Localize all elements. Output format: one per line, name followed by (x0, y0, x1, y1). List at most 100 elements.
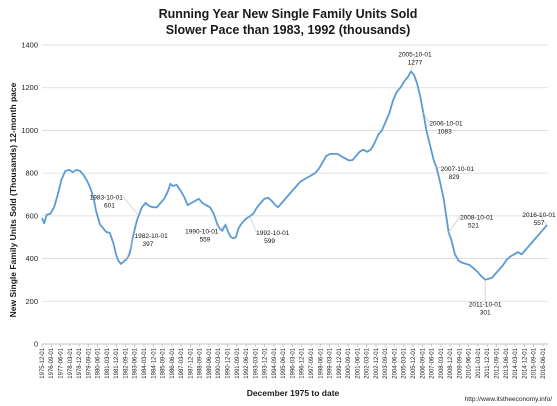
x-tick-label: 2014-12-01 (522, 347, 528, 378)
x-tick-label: 1987-03-01 (179, 347, 185, 378)
x-tick-label: 2006-09-01 (420, 347, 426, 378)
x-tick-label: 1978-12-01 (77, 347, 83, 378)
annotation-value: 1277 (408, 59, 423, 66)
x-tick-label: 2010-06-01 (467, 347, 473, 378)
chart-subtitle: Slower Pace than 1983, 1992 (thousands) (166, 23, 411, 37)
x-tick-label: 2008-03-01 (439, 347, 445, 378)
x-tick-label: 1993-12-01 (263, 347, 269, 378)
x-tick-label: 1991-09-01 (235, 347, 241, 378)
x-tick-label: 1992-06-01 (244, 347, 250, 378)
x-tick-label: 1985-09-01 (161, 347, 167, 378)
x-tick-label: 1988-09-01 (198, 347, 204, 378)
annotation-date: 2005-10-01 (398, 51, 432, 58)
annotation-leader (435, 166, 441, 169)
x-tick-label: 1984-12-01 (151, 347, 157, 378)
y-tick-label: 600 (25, 211, 38, 220)
annotation-value: 601 (104, 203, 115, 210)
x-tick-label: 1987-12-01 (188, 347, 194, 378)
x-tick-label: 2013-06-01 (504, 347, 510, 378)
annotation-leader (538, 213, 548, 226)
x-tick-label: 1999-03-01 (328, 347, 334, 378)
annotation-leader (249, 215, 257, 233)
y-tick-label: 1400 (21, 41, 38, 50)
x-tick-label: 2002-03-01 (365, 347, 371, 378)
annotation-value: 829 (449, 174, 460, 181)
x-tick-label: 1981-03-01 (105, 347, 111, 378)
x-axis-label: December 1975 to date (247, 388, 340, 398)
x-tick-label: 1990-12-01 (225, 347, 231, 378)
annotation-leader (122, 196, 140, 216)
x-tick-label: 2004-06-01 (392, 347, 398, 378)
x-tick-label: 1984-03-01 (142, 347, 148, 378)
annotation-leader (423, 112, 430, 123)
x-tick-label: 1993-03-01 (253, 347, 259, 378)
source-credit: http://www.itstheeconomy.info/ (465, 396, 553, 403)
annotation-date: 2008-10-01 (460, 215, 494, 222)
x-tick-label: 2007-06-01 (430, 347, 436, 378)
annotation-date: 2011-10-01 (469, 302, 502, 309)
x-tick-label: 2003-09-01 (383, 347, 389, 378)
y-tick-label: 1000 (21, 126, 38, 135)
x-tick-label: 2002-12-01 (374, 347, 380, 378)
annotation-value: 521 (468, 223, 479, 230)
x-tick-label: 1977-06-01 (59, 347, 65, 378)
x-tick-label: 2011-12-01 (485, 347, 491, 378)
x-tick-label: 2015-09-01 (532, 347, 538, 378)
annotation-value: 1083 (437, 129, 452, 136)
y-tick-label: 800 (25, 169, 38, 178)
annotation-date: 1992-10-01 (256, 230, 290, 237)
y-axis-ticks: 0 200 400 600 800 1000 1200 1400 (21, 41, 38, 349)
x-tick-label: 1997-09-01 (309, 347, 315, 378)
chart-title: Running Year New Single Family Units Sol… (159, 7, 418, 21)
x-tick-label: 1980-06-01 (96, 347, 102, 378)
x-tick-label: 1995-06-01 (281, 347, 287, 378)
x-tick-label: 2012-09-01 (495, 347, 501, 378)
annotation-date: 1990-10-01 (185, 229, 219, 236)
x-tick-label: 1999-12-01 (337, 347, 343, 378)
annotation-leader (218, 224, 226, 231)
x-tick-label: 1982-09-01 (123, 347, 129, 378)
x-tick-label: 2016-06-01 (541, 347, 547, 378)
annotation-leader (447, 216, 461, 233)
x-tick-label: 2008-12-01 (448, 347, 454, 378)
annotation-leader (410, 53, 416, 72)
x-tick-label: 1996-03-01 (290, 347, 296, 378)
annotation-value: 301 (480, 310, 491, 317)
x-tick-label: 2001-06-01 (355, 347, 361, 378)
x-tick-label: 1998-06-01 (318, 347, 324, 378)
x-tick-label: 1975-12-01 (40, 347, 46, 378)
x-tick-label: 2000-09-01 (346, 347, 352, 378)
x-tick-label: 1983-06-01 (133, 347, 139, 378)
annotation-date: 2016-10-01 (522, 212, 556, 219)
annotation-date: 2006-10-01 (429, 121, 463, 128)
x-tick-label: 1978-03-01 (68, 347, 74, 378)
x-tick-label: 1979-09-01 (86, 347, 92, 378)
x-tick-label: 1986-06-01 (170, 347, 176, 378)
y-tick-label: 200 (25, 297, 38, 306)
y-tick-label: 0 (34, 340, 38, 349)
series-line (41, 70, 548, 281)
annotation-date: 2007-10-01 (441, 166, 475, 173)
annotation-leader (126, 235, 135, 260)
x-tick-label: 2011-03-01 (476, 347, 482, 378)
x-tick-label: 1981-12-01 (114, 347, 120, 378)
x-axis-ticks: 1975-12-01 1976-09-01 1977-06-01 1978-03-01… (40, 344, 547, 379)
x-tick-label: 2014-03-01 (513, 347, 519, 378)
x-tick-label: 2005-03-01 (402, 347, 408, 378)
x-tick-label: 1996-12-01 (300, 347, 306, 378)
x-tick-label: 1990-03-01 (216, 347, 222, 378)
y-axis-label: New Single Family Units Sold (Thousands)… (8, 82, 18, 317)
annotation-value: 559 (200, 237, 211, 244)
annotation-date: 1983-10-01 (90, 195, 124, 202)
annotation-value: 599 (264, 238, 275, 245)
y-tick-label: 400 (25, 254, 38, 263)
x-tick-label: 1994-09-01 (272, 347, 278, 378)
y-tick-label: 1200 (21, 83, 38, 92)
x-tick-label: 2009-09-01 (457, 347, 463, 378)
x-tick-label: 1989-06-01 (207, 347, 213, 378)
x-tick-label: 2005-12-01 (411, 347, 417, 378)
annotation-value: 557 (534, 220, 545, 227)
annotation-value: 397 (142, 241, 153, 248)
